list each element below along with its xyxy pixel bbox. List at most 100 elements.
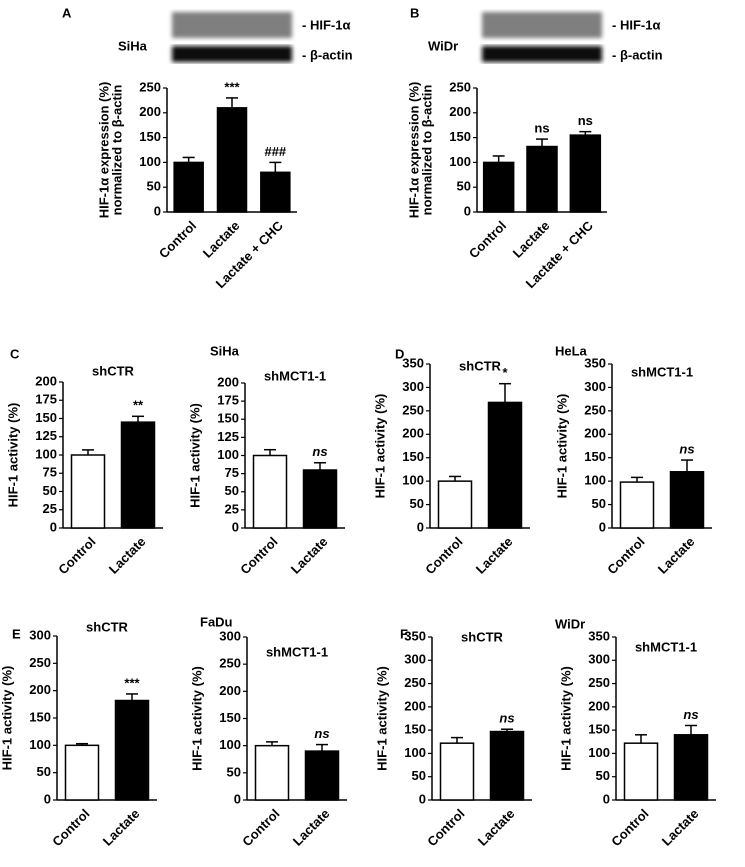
y-tick-label: 350: [404, 628, 426, 643]
y-tick-label: 200: [35, 373, 57, 388]
y-tick-label: 75: [43, 465, 57, 480]
x-tick-label: Lactate: [288, 534, 331, 577]
x-tick-label: Control: [49, 806, 92, 849]
x-tick-label: Control: [604, 534, 647, 577]
group-title: FaDu: [200, 614, 233, 629]
y-tick-label: 50: [37, 764, 51, 779]
bar: [260, 171, 291, 213]
y-tick-label: 250: [584, 402, 606, 417]
annotation: ns: [683, 707, 698, 722]
bar: [673, 734, 709, 801]
bar: [669, 471, 705, 529]
y-tick-label: 100: [588, 745, 610, 760]
bar: [489, 730, 525, 801]
panel-letter: E: [12, 626, 21, 641]
y-tick-label: 75: [225, 465, 239, 480]
cell-line: SiHa: [118, 38, 148, 53]
chart-title: shMCT1-1: [266, 644, 328, 659]
annotation: ns: [312, 444, 327, 459]
y-tick-label: 50: [596, 768, 610, 783]
x-tick-label: Control: [239, 806, 282, 849]
y-tick-label: 50: [410, 496, 424, 511]
chart-title: shCTR: [92, 363, 135, 378]
y-tick-label: 0: [603, 791, 610, 806]
y-tick-label: 175: [35, 392, 57, 407]
x-tick-label: Lactate: [100, 806, 143, 849]
y-tick-label: 100: [404, 745, 426, 760]
y-tick-label: 200: [219, 683, 241, 698]
x-tick-label: Control: [55, 534, 98, 577]
blot-band: [172, 12, 292, 38]
bar: [619, 481, 655, 529]
y-tick-label: 0: [154, 203, 161, 218]
chart-title: shMCT1-1: [264, 368, 326, 383]
bar: [526, 145, 558, 213]
annotation: ns: [679, 441, 694, 456]
y-tick-label: 25: [43, 501, 57, 516]
y-tick-label: 100: [449, 154, 471, 169]
annotation: ns: [314, 726, 329, 741]
annotation: ns: [499, 711, 514, 726]
y-tick-label: 0: [417, 519, 424, 534]
blot-label: - HIF-1α: [612, 17, 660, 32]
y-tick-label: 300: [219, 628, 241, 643]
chart-title: shCTR: [459, 358, 502, 373]
y-tick-label: 300: [404, 652, 426, 667]
y-axis-label: HIF-1 activity (%): [187, 403, 202, 508]
y-tick-label: 300: [402, 379, 424, 394]
y-tick-label: 200: [217, 374, 239, 389]
y-tick-label: 200: [449, 104, 471, 119]
y-tick-label: 50: [592, 496, 606, 511]
y-tick-label: 100: [35, 446, 57, 461]
x-tick-label: Control: [466, 218, 509, 261]
group-title: SiHa: [210, 343, 240, 358]
y-tick-label: 100: [219, 737, 241, 752]
y-tick-label: 0: [599, 519, 606, 534]
x-tick-label: Control: [422, 534, 465, 577]
y-tick-label: 100: [217, 447, 239, 462]
y-tick-label: 300: [588, 652, 610, 667]
y-tick-label: 0: [234, 791, 241, 806]
bar: [70, 454, 106, 529]
x-tick-label: Lactate: [655, 534, 698, 577]
y-tick-label: 250: [139, 79, 161, 94]
y-tick-label: 250: [402, 402, 424, 417]
annotation: ns: [534, 121, 549, 136]
y-tick-label: 125: [35, 428, 57, 443]
bar: [64, 744, 100, 801]
y-tick-label: 50: [227, 764, 241, 779]
x-tick-label: Lactate: [473, 534, 516, 577]
y-tick-label: 200: [29, 682, 51, 697]
bar: [114, 699, 150, 801]
y-tick-label: 250: [449, 79, 471, 94]
y-tick-label: 0: [44, 791, 51, 806]
blot-label: - HIF-1α: [302, 17, 350, 32]
blot-band: [482, 12, 602, 38]
x-tick-label: Control: [424, 806, 467, 849]
y-tick-label: 250: [588, 675, 610, 690]
bar: [173, 161, 204, 213]
y-axis-label: HIF-1α expression (%): [406, 82, 421, 219]
panel-letter: D: [395, 346, 404, 361]
blot-band: [482, 46, 602, 62]
y-tick-label: 300: [584, 379, 606, 394]
bar: [569, 134, 602, 213]
y-tick-label: 100: [29, 737, 51, 752]
y-tick-label: 150: [588, 722, 610, 737]
chart-title: shMCT1-1: [631, 364, 693, 379]
x-tick-label: Lactate: [290, 806, 333, 849]
y-axis-label: HIF-1 activity (%): [558, 666, 573, 771]
cell-line: WiDr: [428, 38, 458, 53]
panel-letter: F: [400, 626, 408, 641]
y-tick-label: 150: [217, 411, 239, 426]
y-tick-label: 0: [232, 519, 239, 534]
bar: [252, 454, 288, 529]
y-tick-label: 150: [35, 410, 57, 425]
y-tick-label: 150: [584, 449, 606, 464]
x-tick-label: Lactate: [200, 218, 243, 261]
bar: [254, 744, 290, 801]
y-tick-label: 350: [402, 355, 424, 370]
y-tick-label: 100: [139, 154, 161, 169]
y-axis-label: HIF-1 activity (%): [189, 666, 204, 771]
